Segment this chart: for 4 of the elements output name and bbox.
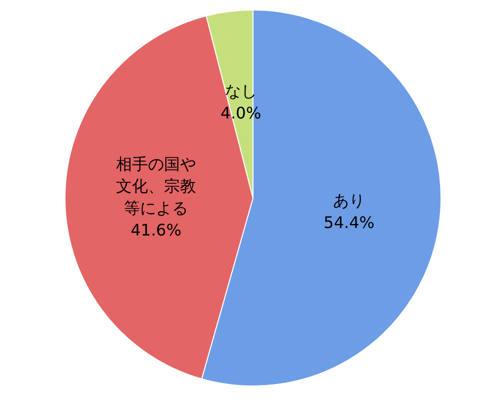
data-label: 54.4% — [324, 212, 374, 232]
data-label: 41.6% — [130, 220, 182, 240]
slice-label: 相手の国や文化、宗教等による — [116, 154, 196, 218]
slice-label: あり — [333, 190, 366, 210]
